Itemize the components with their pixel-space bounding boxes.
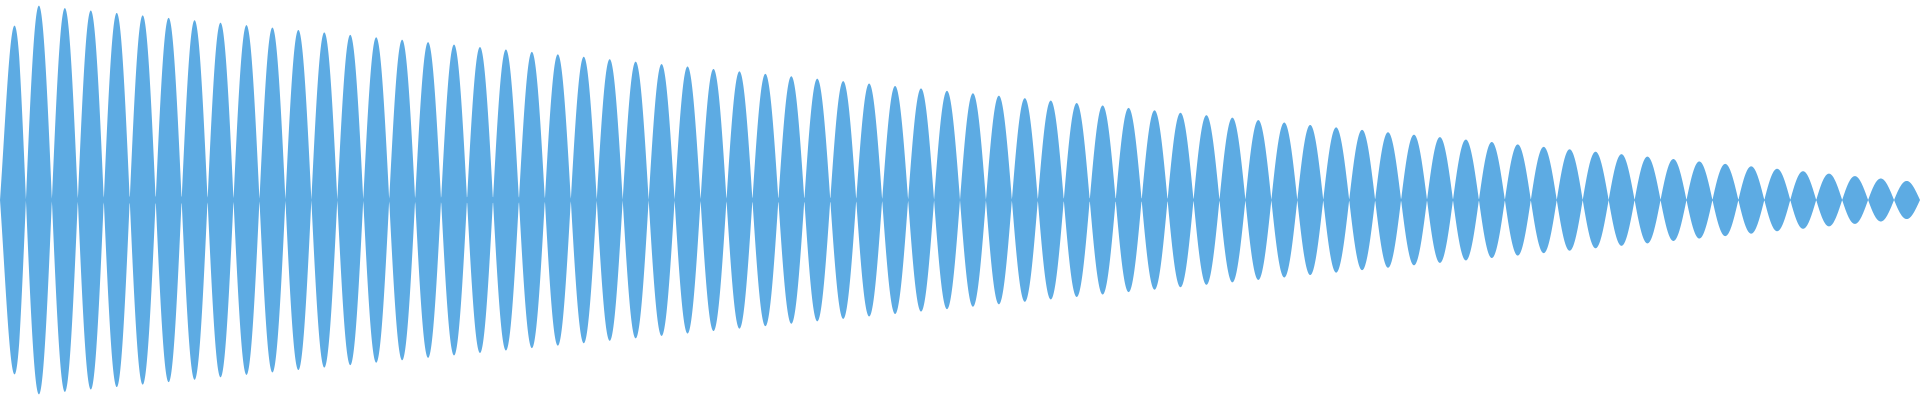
waveform-envelope xyxy=(0,5,1920,395)
